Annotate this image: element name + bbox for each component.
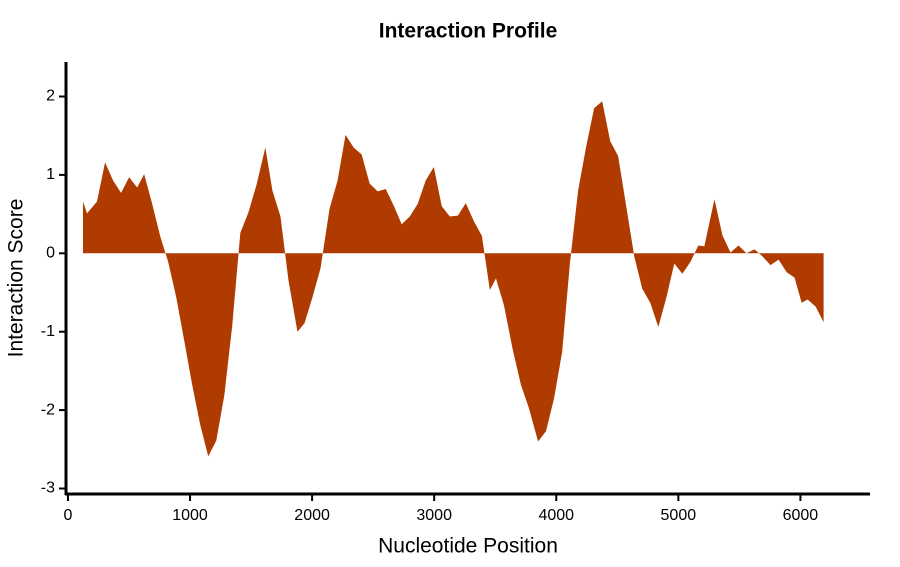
area (82, 101, 824, 457)
x-axis-label: Nucleotide Position (378, 535, 558, 558)
x-tick-label: 5000 (661, 507, 697, 524)
y-tick-label: -2 (41, 401, 55, 418)
x-tick-label: 4000 (538, 507, 574, 524)
x-tick-label: 6000 (783, 507, 819, 524)
chart-title: Interaction Profile (379, 20, 558, 43)
y-tick-label: 0 (46, 245, 55, 262)
y-axis-label: Interaction Score (5, 199, 28, 358)
y-tick-label: -1 (41, 323, 55, 340)
x-tick-label: 3000 (416, 507, 452, 524)
x-tick-label: 2000 (294, 507, 330, 524)
y-tick-label: 2 (46, 88, 55, 105)
x-tick-label: 0 (64, 507, 73, 524)
y-tick-label: 1 (46, 166, 55, 183)
y-tick-label: -3 (41, 480, 55, 497)
x-tick-label: 1000 (172, 507, 208, 524)
